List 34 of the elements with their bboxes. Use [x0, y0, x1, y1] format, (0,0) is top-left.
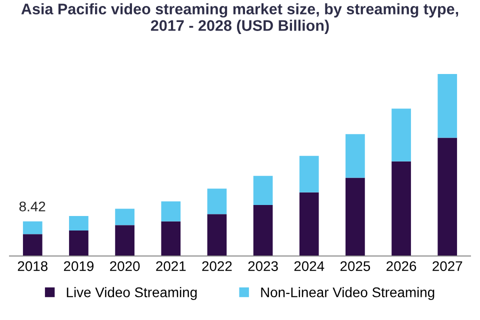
bar: [346, 134, 365, 178]
bar: [299, 192, 319, 256]
bar: [253, 205, 273, 256]
bar: [392, 161, 411, 256]
annotation: 8.42: [19, 202, 46, 212]
bar: [207, 188, 227, 214]
x-tick-label: 2021: [156, 261, 186, 272]
bar: [392, 108, 411, 162]
legend-label: Live Video Streaming: [66, 287, 197, 300]
x-tick-label: 2024: [294, 261, 324, 272]
x-tick-label: 2018: [18, 261, 48, 272]
x-tick-label: 2023: [248, 261, 278, 272]
x-tick-label: 2027: [432, 261, 462, 272]
legend-label: Non-Linear Video Streaming: [261, 287, 434, 300]
x-tick-label: 2020: [110, 261, 140, 272]
bar: [299, 156, 319, 192]
x-tick-label: 2019: [64, 261, 94, 272]
bar: [22, 221, 42, 234]
bar: [115, 208, 134, 226]
x-tick-label: 2025: [340, 261, 370, 272]
bar: [253, 176, 273, 206]
bar: [346, 178, 365, 256]
x-tick-label: 2026: [386, 261, 416, 272]
bar: [207, 214, 227, 256]
bar: [22, 234, 42, 256]
bar: [69, 216, 88, 231]
x-tick-label: 2022: [202, 261, 232, 272]
bar: [69, 230, 88, 256]
bar: [438, 138, 458, 256]
bar: [115, 225, 134, 256]
bar: [161, 221, 181, 256]
bar: [438, 74, 458, 138]
chart-title: Asia Pacific video streaming market size, by streaming type, 2017 - 2028 (USD Billion): [21, 3, 458, 34]
bar: [161, 201, 181, 222]
